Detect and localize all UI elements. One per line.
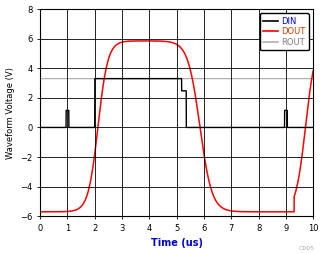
Legend: DIN, DOUT, ROUT: DIN, DOUT, ROUT (260, 13, 309, 50)
Y-axis label: Waveform Voltage (V): Waveform Voltage (V) (6, 67, 15, 158)
X-axis label: Time (us): Time (us) (151, 239, 202, 248)
Text: C005: C005 (298, 246, 314, 251)
